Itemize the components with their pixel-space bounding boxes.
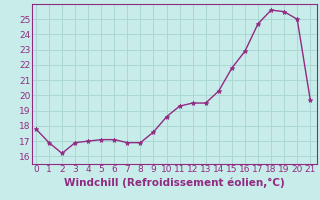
X-axis label: Windchill (Refroidissement éolien,°C): Windchill (Refroidissement éolien,°C) xyxy=(64,177,285,188)
